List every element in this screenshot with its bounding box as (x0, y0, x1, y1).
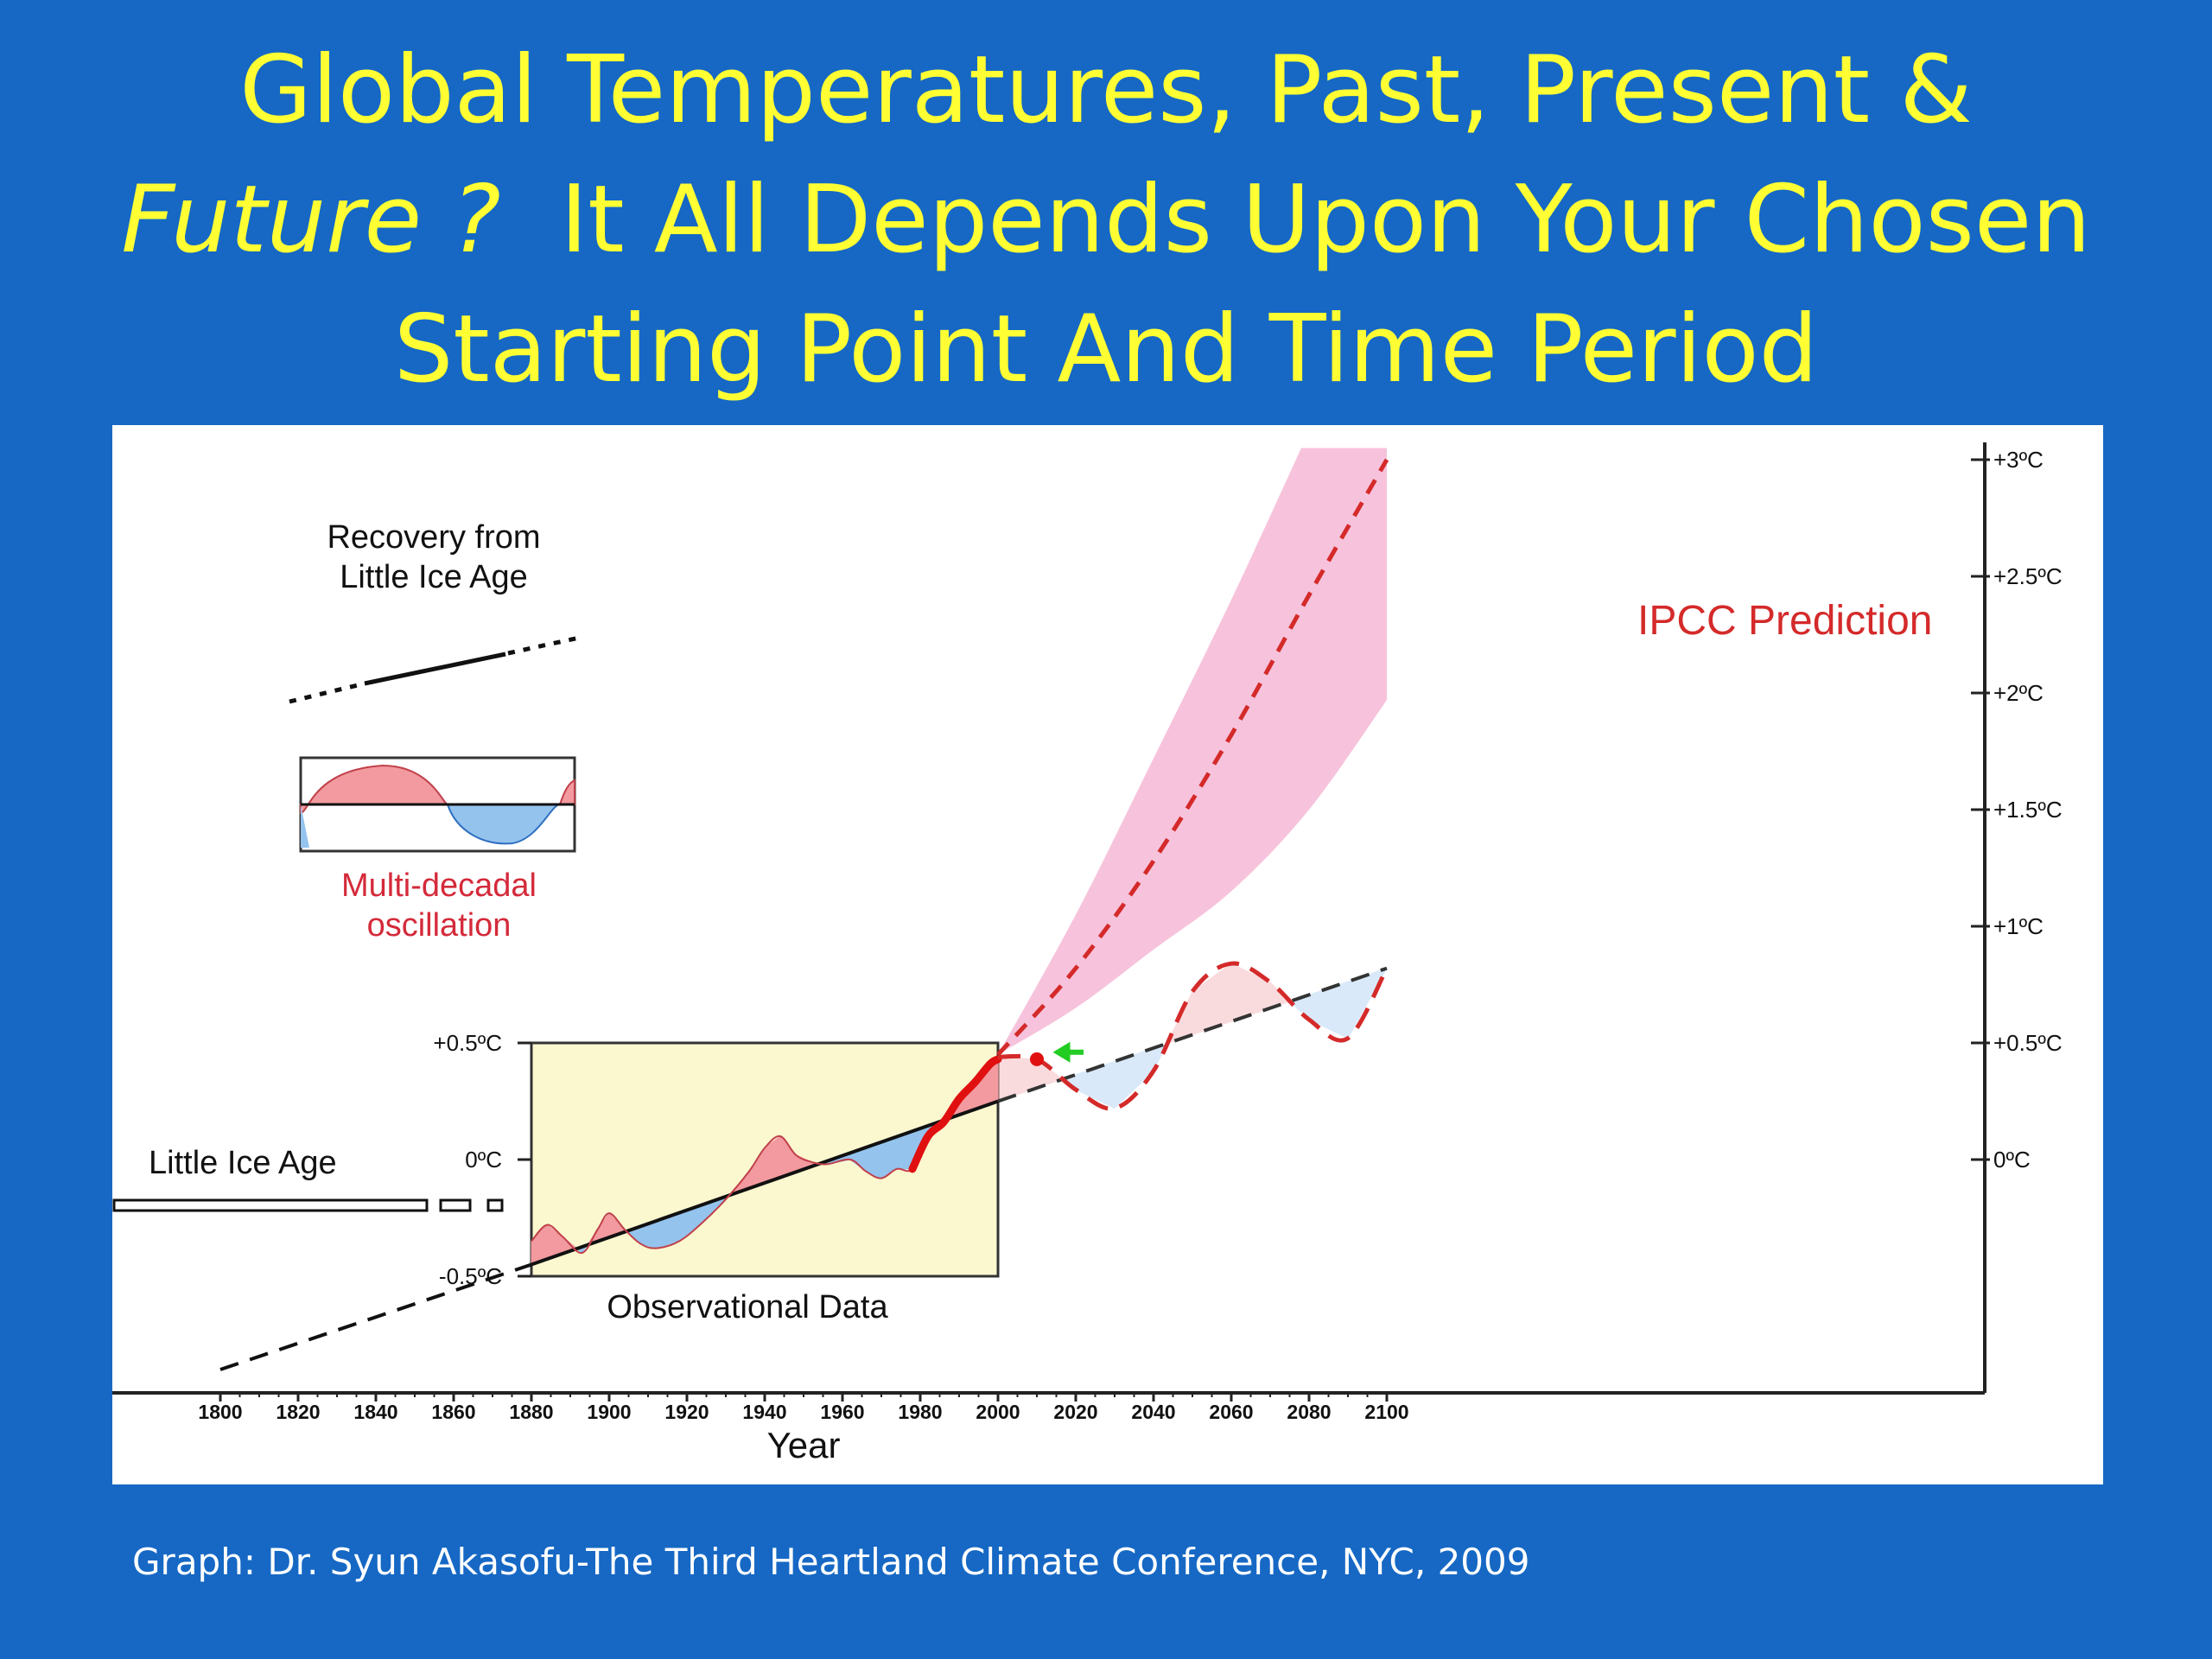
ipcc-prediction-label: IPCC Prediction (1637, 598, 1932, 644)
x-tick-label: 1980 (898, 1401, 942, 1423)
x-tick-label: 1900 (587, 1401, 631, 1423)
recovery-label-line-1: Recovery from (327, 519, 540, 556)
ipcc-band-layer (998, 448, 1387, 1055)
right-axis-tick-label: +3ºC (1993, 447, 2044, 473)
recovery-legend-dash-right (507, 634, 584, 656)
green-arrow-head (1052, 1041, 1071, 1063)
source-caption: Graph: Dr. Syun Akasofu-The Third Heartl… (132, 1541, 1530, 1583)
x-tick-label: 1960 (820, 1401, 864, 1423)
schematic-legend-layer (112, 634, 584, 1212)
oscillation-legend-cool-head (301, 804, 309, 848)
recent-warming-line (908, 1055, 1002, 1173)
right-axis-tick-label: +2ºC (1993, 680, 2044, 706)
oscillation-projection-line (997, 961, 1389, 1111)
oscillation-legend-warm-tail (558, 779, 575, 805)
ipcc-uncertainty-band (998, 448, 1387, 1055)
title-line-1: Global Temperatures, Past, Present & (239, 36, 1973, 144)
oscillation-legend-cool-lobe (446, 804, 561, 845)
series-line-layer (219, 458, 1389, 1371)
inset-axis-tick-label: +0.5ºC (433, 1030, 502, 1056)
x-tick-label: 2060 (1209, 1401, 1253, 1423)
x-tick-label: 1820 (276, 1401, 320, 1423)
recovery-legend-solid (364, 652, 506, 686)
oscillation-legend-warm-lobe (300, 764, 448, 815)
x-tick-label: 1880 (509, 1401, 553, 1423)
x-tick-label: 2080 (1287, 1401, 1331, 1423)
title-line-2: Future ? It All Depends Upon Your Chosen (0, 156, 2212, 285)
title-line-2-rest: It All Depends Upon Your Chosen (560, 166, 2091, 274)
x-tick-label: 1800 (198, 1401, 242, 1423)
axes-layer: 1800 1820 1840 1860 1880 1900 1920 1940 1960 1980… (112, 442, 2063, 1465)
observed-2008-marker (1030, 1052, 1044, 1066)
title-future-word: Future ? (121, 166, 501, 274)
x-tick-label: 2020 (1053, 1401, 1097, 1423)
little-ice-age-bar-long (112, 1198, 429, 1212)
trend-line-solid (531, 1099, 999, 1267)
x-tick-label: 1840 (353, 1401, 397, 1423)
little-ice-age-label: Little Ice Age (149, 1145, 337, 1181)
observational-data-label: Observational Data (607, 1289, 888, 1325)
recovery-label-line-2: Little Ice Age (340, 559, 528, 595)
temperature-chart: 1800 1820 1840 1860 1880 1900 1920 1940 1960 1980… (112, 442, 2063, 1465)
x-tick-label: 2100 (1364, 1401, 1408, 1423)
chart-panel: 1800 1820 1840 1860 1880 1900 1920 1940 1960 1980… (112, 425, 2103, 1484)
oscillation-label-line-2: oscillation (367, 907, 512, 944)
trend-line-dashed-past (219, 1262, 532, 1371)
ipcc-prediction-line (996, 458, 1389, 1057)
oscillation-label-line-1: Multi-decadal (341, 868, 537, 904)
right-axis-tick-label: +0.5ºC (1993, 1030, 2063, 1056)
little-ice-age-bar-short (486, 1198, 504, 1212)
x-tick-label: 2000 (976, 1401, 1020, 1423)
x-axis-title: Year (767, 1425, 841, 1465)
right-axis-tick-label: 0ºC (1993, 1147, 2031, 1173)
title-line-3: Starting Point And Time Period (393, 296, 1819, 404)
x-tick-label: 1940 (742, 1401, 786, 1423)
recovery-legend-dash-left (289, 682, 362, 704)
little-ice-age-bar-mid (439, 1198, 472, 1212)
right-axis-tick-label: +2.5ºC (1993, 563, 2063, 589)
right-axis-tick-label: +1.5ºC (1993, 797, 2063, 823)
x-tick-label: 1860 (431, 1401, 475, 1423)
x-tick-label: 1920 (664, 1401, 709, 1423)
right-axis-tick-label: +1ºC (1993, 913, 2044, 939)
x-tick-label: 2040 (1131, 1401, 1175, 1423)
inset-axis-tick-label: -0.5ºC (439, 1263, 502, 1289)
slide-title: Global Temperatures, Past, Present & Fut… (0, 26, 2212, 415)
inset-axis-tick-label: 0ºC (465, 1147, 502, 1173)
